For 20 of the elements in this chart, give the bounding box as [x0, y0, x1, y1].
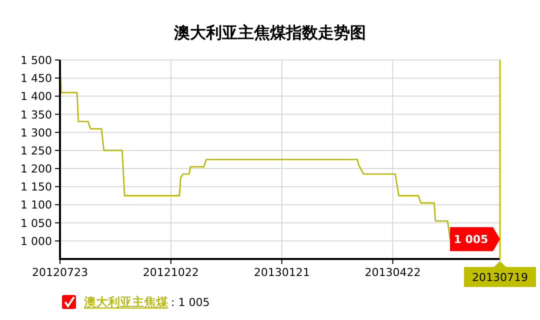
- chart-title: 澳大利亚主焦煤指数走势图: [173, 23, 366, 42]
- y-tick-label: 1 250: [20, 144, 52, 158]
- x-tick-label: 20130422: [364, 266, 421, 279]
- y-tick-label: 1 050: [20, 216, 52, 230]
- y-tick-label: 1 500: [20, 54, 52, 67]
- x-tick-label: 20121022: [142, 266, 199, 279]
- text: 澳大利亚主焦煤: [84, 295, 168, 309]
- text: : 1 005: [171, 296, 210, 309]
- annotation: 1 005: [454, 233, 488, 246]
- y-tick-label: 1 300: [20, 126, 52, 140]
- y-tick-label: 1 100: [20, 198, 52, 212]
- ref-line-label: 20130719: [472, 271, 528, 284]
- x-tick-label: 20120723: [32, 266, 88, 279]
- x-tick-label: 20130121: [254, 266, 310, 279]
- y-tick-label: 1 000: [20, 234, 52, 248]
- y-tick-label: 1 150: [20, 180, 52, 194]
- y-tick-label: 1 200: [20, 162, 52, 176]
- y-tick-label: 1 450: [20, 72, 52, 86]
- y-tick-label: 1 400: [20, 90, 52, 104]
- y-tick-label: 1 350: [20, 108, 52, 122]
